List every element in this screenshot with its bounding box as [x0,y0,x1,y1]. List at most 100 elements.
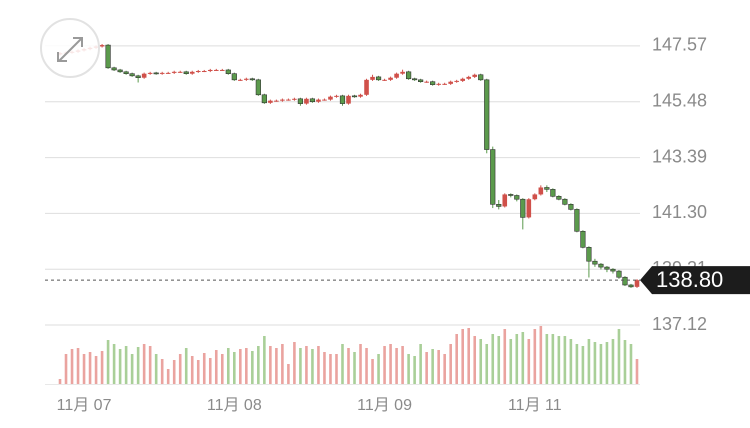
candle-body [165,72,171,74]
volume-bar [605,342,609,384]
candle-body [304,98,309,104]
candle-body [538,187,544,195]
candle-body [484,79,490,150]
candle-body [388,77,393,80]
candle-body [201,71,207,73]
volume-bar [449,344,452,384]
candle-body [141,73,147,78]
volume-bar [118,349,122,384]
volume-bar [64,354,68,384]
candle-body [508,194,514,196]
volume-bar [635,359,639,384]
volume-bar [527,339,531,384]
plot: 147.57145.48143.39141.30139.21137.1211月 … [45,35,750,414]
volume-bar [629,344,633,384]
volume-bar [196,360,200,384]
candle-body [147,72,153,74]
zoom-circle[interactable] [40,18,100,78]
volume-bar [521,332,525,384]
candle-body [255,79,261,96]
volume-bar [311,349,314,384]
candle-body [244,78,249,80]
volume-bar [341,344,344,384]
candle-body [550,189,556,197]
volume-bar [245,348,248,384]
candle-body [322,99,327,101]
volume-bar [587,339,591,384]
volume-bar [130,354,134,384]
volume-bar [575,344,579,384]
volume-bar [347,348,350,384]
candle-body [346,95,351,104]
candle-body [478,74,484,81]
candle-body [628,284,634,288]
volume-bar [335,354,338,384]
candle-body [105,44,111,69]
volume-bar [142,344,146,384]
candle-body [334,95,339,97]
candle-body [339,95,346,104]
volume-bar [503,329,507,384]
candle-body [280,99,285,101]
candle-body [400,71,405,74]
candle-body [532,194,538,200]
volume-bar [581,346,585,384]
volume-bar [479,339,483,384]
candle-body [490,149,496,205]
volume-bar [563,336,567,384]
candle-body [268,100,273,103]
candle-body [135,75,141,78]
candle-body [448,81,453,84]
volume-bar [599,344,603,384]
candle-body [358,94,363,97]
candle-body [382,79,387,81]
candle-body [328,96,333,100]
volume-bar [106,340,110,384]
volume-bar [497,336,501,384]
volume-bar [94,356,98,384]
volume-bar [545,334,549,384]
volume-bar [365,348,368,384]
candle-body [177,71,183,73]
candle-body [604,266,610,270]
candle-body [309,98,316,103]
candle-body [316,99,321,102]
volume-bar [509,339,513,384]
candle-body [406,71,412,80]
volume-bar [557,336,561,384]
volume-bar [317,346,320,384]
candle-body [562,198,568,205]
volume-bar [202,353,206,384]
candle-body [195,71,201,73]
volume-bar [239,349,242,384]
volume-bar [515,334,519,384]
volume-bar [166,369,170,384]
candle-body [364,79,369,95]
candle-body [351,95,358,98]
y-tick-label: 143.39 [652,146,707,166]
candle-body [496,204,502,207]
volume-bar [623,340,627,384]
zoom-button[interactable] [40,18,100,78]
candle-body [183,71,189,74]
candle-body [466,76,472,79]
volume-bar [172,360,176,384]
volume-bar [76,348,80,384]
zoom-icon[interactable] [57,37,83,62]
volume-bar [383,346,386,384]
volume-bar [419,344,422,384]
last-price-label: 138.80 [656,267,723,292]
volume-bar [461,329,464,384]
candle-body [207,69,213,72]
volume-bar [323,352,326,384]
volume-bar [178,354,182,384]
candle-body [189,71,195,74]
candle-body [292,98,297,100]
volume-bar [124,346,128,384]
volume-bar [443,354,446,384]
candle-body [418,79,424,83]
volume-bar [305,346,308,384]
volume-bar [413,356,416,384]
volume-bar [88,352,92,384]
candle-body [99,45,105,47]
